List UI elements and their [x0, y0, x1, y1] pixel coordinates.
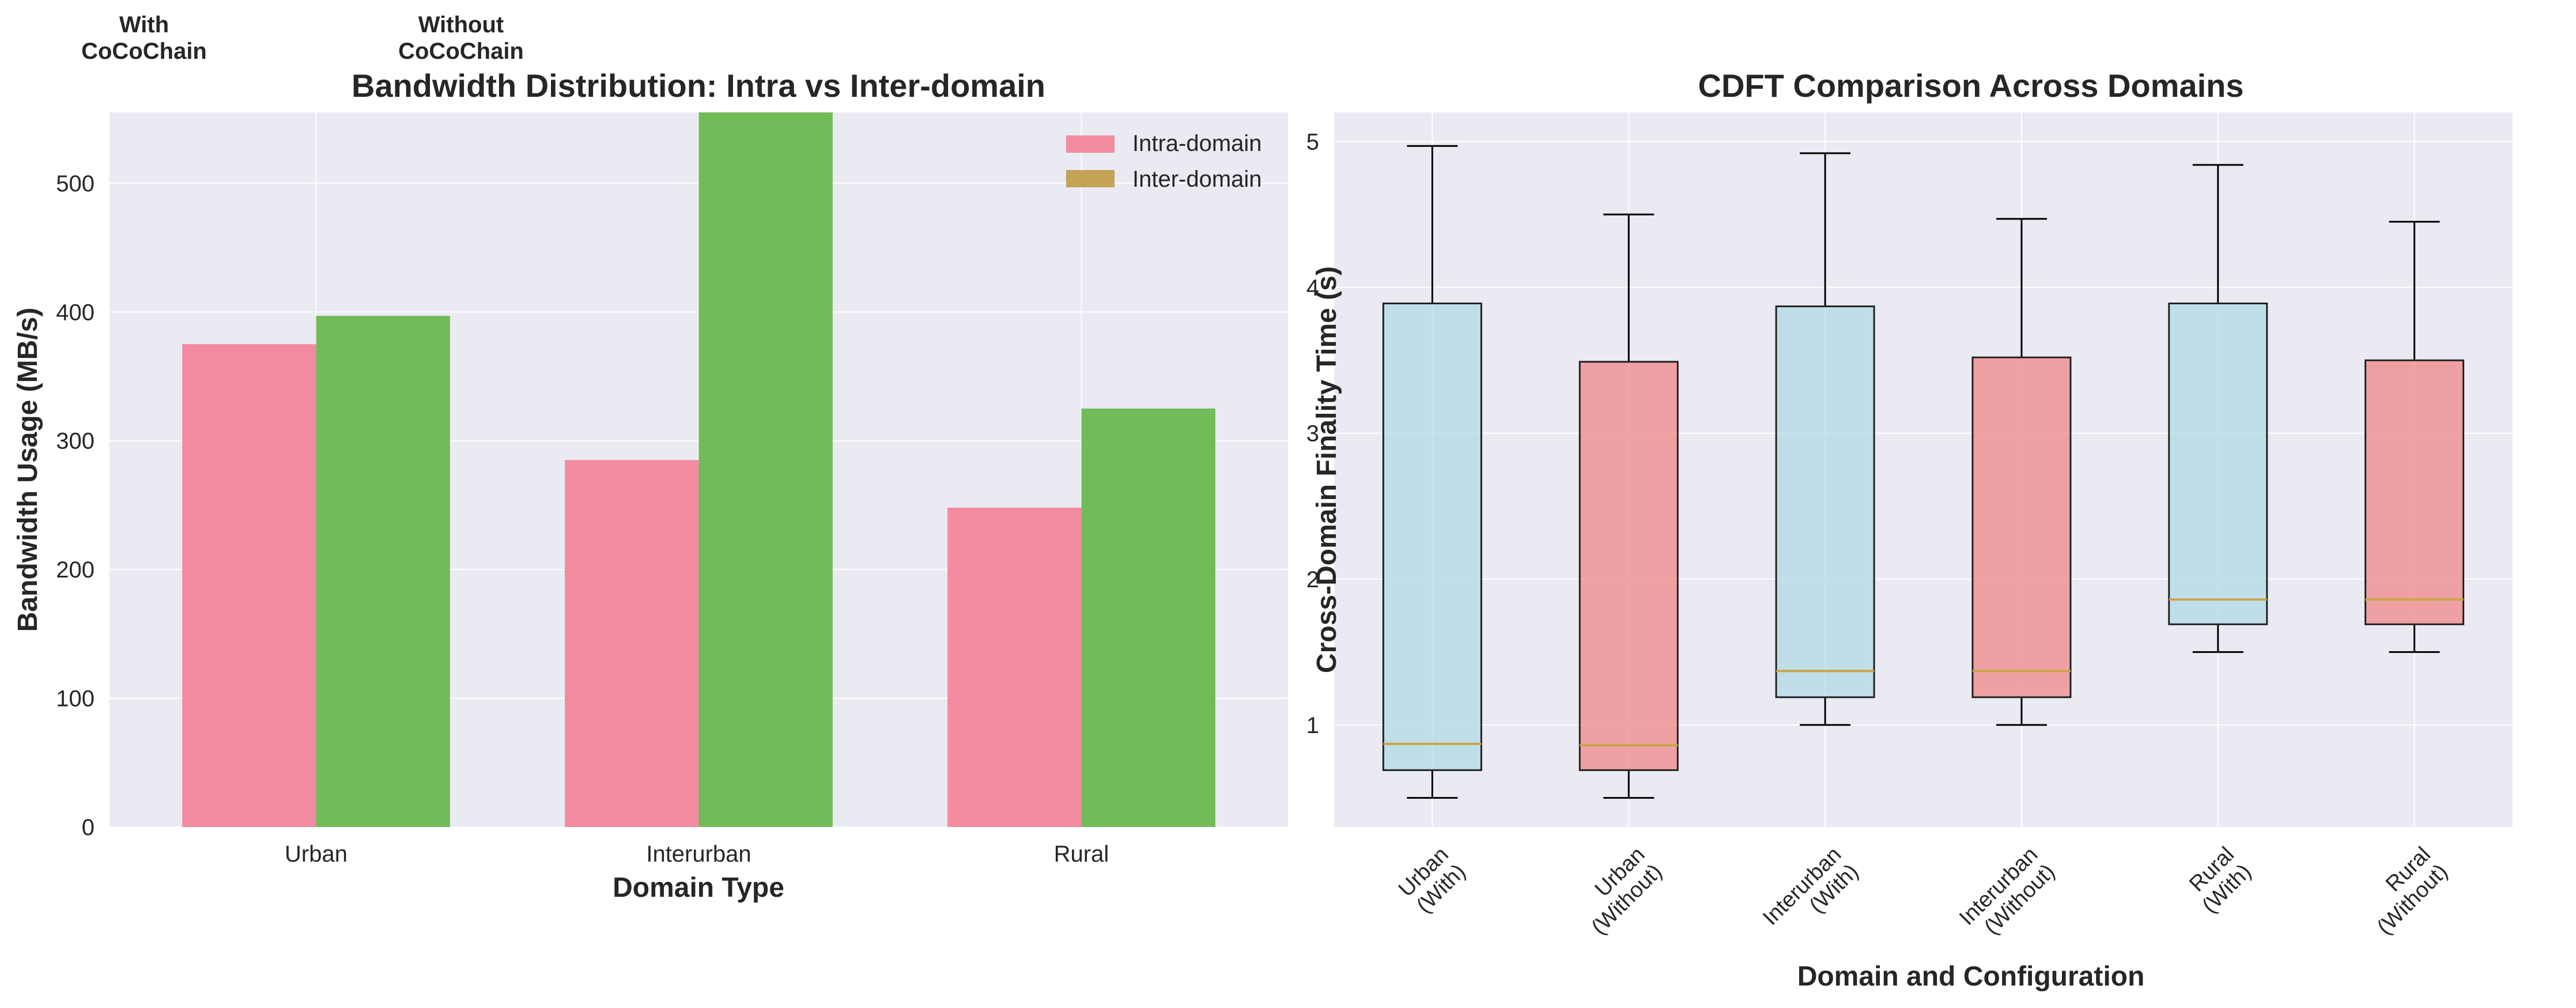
- bar-chart-y-axis-label: Bandwidth Usage (MB/s): [13, 308, 43, 632]
- bar-chart-title: Bandwidth Distribution: Intra vs Inter-d…: [352, 67, 1045, 104]
- box-iqr-rural-with: [2168, 303, 2268, 625]
- bar-chart-y-ticks: 0 100 200 300 400 500: [56, 171, 95, 840]
- bar-y-tick-400: 400: [56, 300, 95, 325]
- bar-series2-rural: [1081, 408, 1215, 827]
- box-chart-plot-area: [1334, 112, 2513, 827]
- bar-chart-legend: Intra-domain Inter-domain: [1066, 131, 1262, 192]
- legend-swatch-inter-domain: [1066, 170, 1115, 187]
- box-rural-with: [2168, 164, 2268, 653]
- legend-label-inter-domain: Inter-domain: [1132, 167, 1262, 192]
- box-y-tick-2: 2: [1306, 567, 1319, 592]
- legend-label-intra-domain: Intra-domain: [1132, 131, 1262, 156]
- bar-series1-urban: [182, 344, 316, 827]
- box-iqr-urban-with: [1382, 303, 1482, 771]
- bar-chart-bars: [182, 112, 1215, 827]
- box-iqr-urban-without: [1578, 361, 1679, 771]
- box-rural-without: [2365, 221, 2465, 653]
- box-y-tick-1: 1: [1306, 713, 1319, 738]
- box-urban-without: [1578, 213, 1679, 799]
- bar-x-tick-rural: Rural: [1054, 841, 1109, 867]
- bar-y-tick-500: 500: [56, 171, 95, 197]
- bar-annotation-1: With CoCoChain: [81, 12, 207, 64]
- bar-series2-interurban: [698, 112, 833, 827]
- box-chart-title: CDFT Comparison Across Domains: [1698, 67, 2244, 104]
- bar-y-tick-0: 0: [82, 815, 95, 840]
- box-chart-x-axis-label: Domain and Configuration: [1797, 961, 2145, 992]
- bar-y-tick-100: 100: [56, 686, 95, 712]
- bar-chart: 0 100 200 300 400 500 Urban Interurban Rural Ba…: [13, 12, 1288, 903]
- legend-swatch-intra-domain: [1066, 135, 1115, 153]
- box-y-tick-4: 4: [1306, 275, 1319, 301]
- box-urban-with: [1382, 145, 1482, 799]
- bar-chart-annotations: With CoCoChain Without CoCoChain: [81, 12, 524, 64]
- box-interurban-without: [1971, 218, 2072, 726]
- box-chart-y-axis-label: Cross-Domain Finality Time (s): [1312, 266, 1342, 673]
- box-iqr-interurban-with: [1775, 305, 1875, 699]
- box-y-tick-5: 5: [1306, 130, 1319, 155]
- box-iqr-rural-without: [2365, 359, 2465, 625]
- bar-series1-rural: [947, 507, 1082, 827]
- box-interurban-with: [1775, 152, 1875, 726]
- bar-annotation-2: Without CoCoChain: [398, 12, 524, 64]
- bar-series1-interurban: [565, 460, 699, 827]
- bar-chart-x-axis-label: Domain Type: [613, 873, 784, 903]
- bar-x-tick-urban: Urban: [285, 841, 348, 867]
- box-y-tick-3: 3: [1306, 421, 1319, 447]
- bar-chart-x-ticks: Urban Interurban Rural: [285, 841, 1109, 867]
- box-chart-y-ticks: 1 2 3 4 5: [1306, 130, 1319, 738]
- box-chart-boxes: [1382, 145, 2465, 799]
- bar-series2-urban: [316, 316, 450, 827]
- bar-y-tick-300: 300: [56, 429, 95, 454]
- bar-x-tick-interurban: Interurban: [646, 841, 751, 867]
- box-iqr-interurban-without: [1971, 356, 2072, 699]
- bar-y-tick-200: 200: [56, 557, 95, 583]
